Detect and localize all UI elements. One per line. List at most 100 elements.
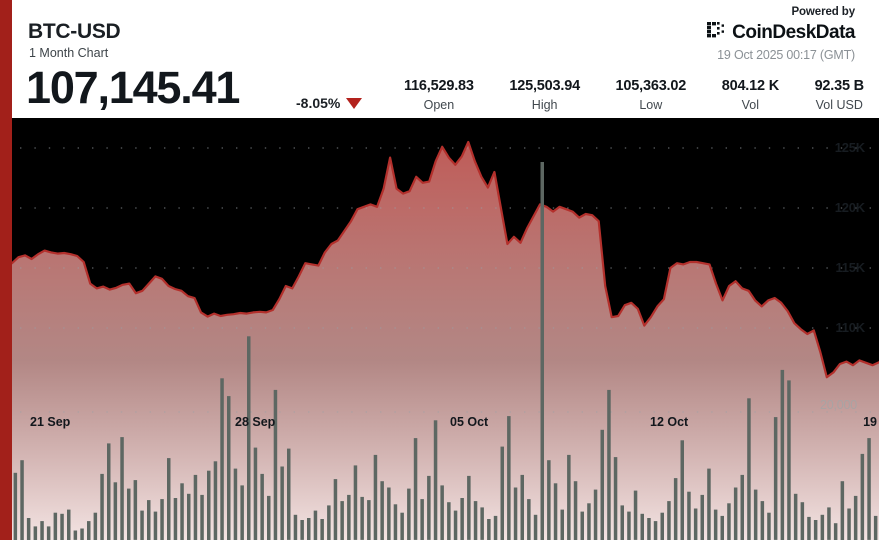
- stat-vol-usd: 92.35 B Vol USD: [815, 78, 865, 112]
- volume-bar: [307, 518, 311, 540]
- volume-bar: [720, 515, 724, 540]
- price-area-chart: [12, 118, 879, 540]
- volume-bar: [780, 369, 785, 540]
- volume-bar: [240, 485, 244, 540]
- volume-bar: [187, 493, 191, 540]
- volume-bar: [207, 470, 211, 540]
- stat-vol: 804.12 K Vol: [722, 78, 779, 112]
- volume-bar: [560, 509, 564, 540]
- volume-bar: [493, 515, 498, 540]
- volume-bar: [107, 443, 111, 540]
- volume-bar: [200, 494, 204, 540]
- volume-bar: [367, 500, 371, 540]
- volume-bar: [733, 487, 738, 540]
- volume-bar: [760, 501, 765, 540]
- volume-bar: [453, 510, 458, 540]
- stat-open: 116,529.83 Open: [404, 78, 474, 112]
- volume-bar: [667, 501, 671, 540]
- volume-bar: [300, 520, 304, 540]
- x-axis-tick: 28 Sep: [235, 415, 276, 429]
- volume-bar: [680, 440, 684, 540]
- left-accent-rail: [0, 0, 12, 540]
- volume-bar: [867, 438, 871, 540]
- volume-bar: [520, 474, 524, 540]
- volume-bar: [727, 503, 731, 540]
- page-title: BTC-USD: [28, 20, 121, 43]
- brand-name: CoinDeskData: [732, 22, 855, 43]
- volume-bar: [273, 389, 278, 540]
- volume-bar: [467, 475, 471, 540]
- volume-bar: [293, 514, 298, 540]
- volume-bar: [380, 481, 384, 540]
- volume-bar: [487, 519, 491, 540]
- volume-bar: [220, 378, 224, 540]
- volume-bar: [247, 336, 251, 540]
- volume-bar: [827, 507, 831, 540]
- chart-plot-area[interactable]: [12, 0, 879, 540]
- volume-bar: [620, 505, 624, 540]
- volume-bar: [460, 498, 464, 540]
- volume-bar: [793, 493, 798, 540]
- chart-header: BTC-USD 1 Month Chart 107,145.41 -8.05% …: [0, 0, 879, 120]
- volume-bar: [553, 483, 558, 540]
- volume-bar: [353, 465, 358, 540]
- volume-bar: [87, 521, 91, 540]
- volume-bar: [627, 511, 631, 540]
- stat-value: 116,529.83: [404, 78, 474, 94]
- volume-bar: [613, 457, 618, 540]
- volume-bar: [833, 523, 838, 540]
- volume-bar: [73, 530, 78, 540]
- volume-bar: [180, 483, 184, 540]
- volume-bar: [500, 446, 504, 540]
- current-price: 107,145.41: [26, 62, 240, 113]
- volume-bar: [407, 488, 411, 540]
- volume-bar: [540, 162, 544, 540]
- volume-bar: [373, 454, 378, 540]
- stat-label: Vol USD: [815, 98, 863, 112]
- stat-value: 105,363.02: [615, 78, 687, 94]
- volume-bar: [533, 514, 538, 540]
- volume-bar: [687, 491, 691, 540]
- arrow-down-icon: [346, 97, 363, 109]
- stat-value: 804.12 K: [721, 78, 779, 94]
- branding-block: Powered by: [707, 6, 855, 62]
- volume-bar: [673, 478, 678, 540]
- y-axis-tick: 110K: [835, 320, 865, 335]
- volume-bar: [800, 502, 805, 540]
- stat-value: 125,503.94: [509, 78, 580, 94]
- volume-bar: [67, 509, 71, 540]
- volume-bar: [820, 514, 825, 540]
- volume-bar: [400, 512, 404, 540]
- volume-bar: [13, 472, 18, 540]
- volume-bar: [413, 438, 418, 540]
- volume-bar: [813, 520, 818, 540]
- volume-bar: [167, 458, 171, 540]
- volume-bar: [53, 512, 58, 540]
- volume-bar: [327, 505, 331, 540]
- volume-bar: [447, 502, 451, 540]
- volume-bar: [573, 481, 578, 540]
- volume-bar: [660, 512, 664, 540]
- volume-bar: [100, 473, 104, 540]
- y-axis-tick: 115K: [835, 260, 865, 275]
- volume-bar: [80, 528, 84, 540]
- stat-high: 125,503.94 High: [509, 78, 580, 112]
- volume-bar: [320, 519, 324, 540]
- stats-row: 116,529.83 Open 125,503.94 High 105,363.02 Lo…: [404, 78, 864, 112]
- volume-bar: [747, 398, 751, 540]
- volume-bar: [653, 521, 658, 540]
- timestamp: 19 Oct 2025 00:17 (GMT): [717, 48, 855, 62]
- volume-bar: [640, 513, 644, 540]
- chart-subtitle: 1 Month Chart: [29, 46, 109, 60]
- change-percent: -8.05%: [296, 95, 341, 111]
- volume-bar: [860, 453, 865, 540]
- volume-bar: [740, 474, 744, 540]
- x-axis-tick: 21 Sep: [30, 415, 71, 429]
- volume-bar: [333, 479, 338, 540]
- volume-bar: [387, 487, 391, 540]
- volume-bar: [527, 499, 531, 540]
- volume-bar: [40, 521, 44, 540]
- stat-low: 105,363.02 Low: [616, 78, 687, 112]
- volume-bar: [547, 460, 551, 540]
